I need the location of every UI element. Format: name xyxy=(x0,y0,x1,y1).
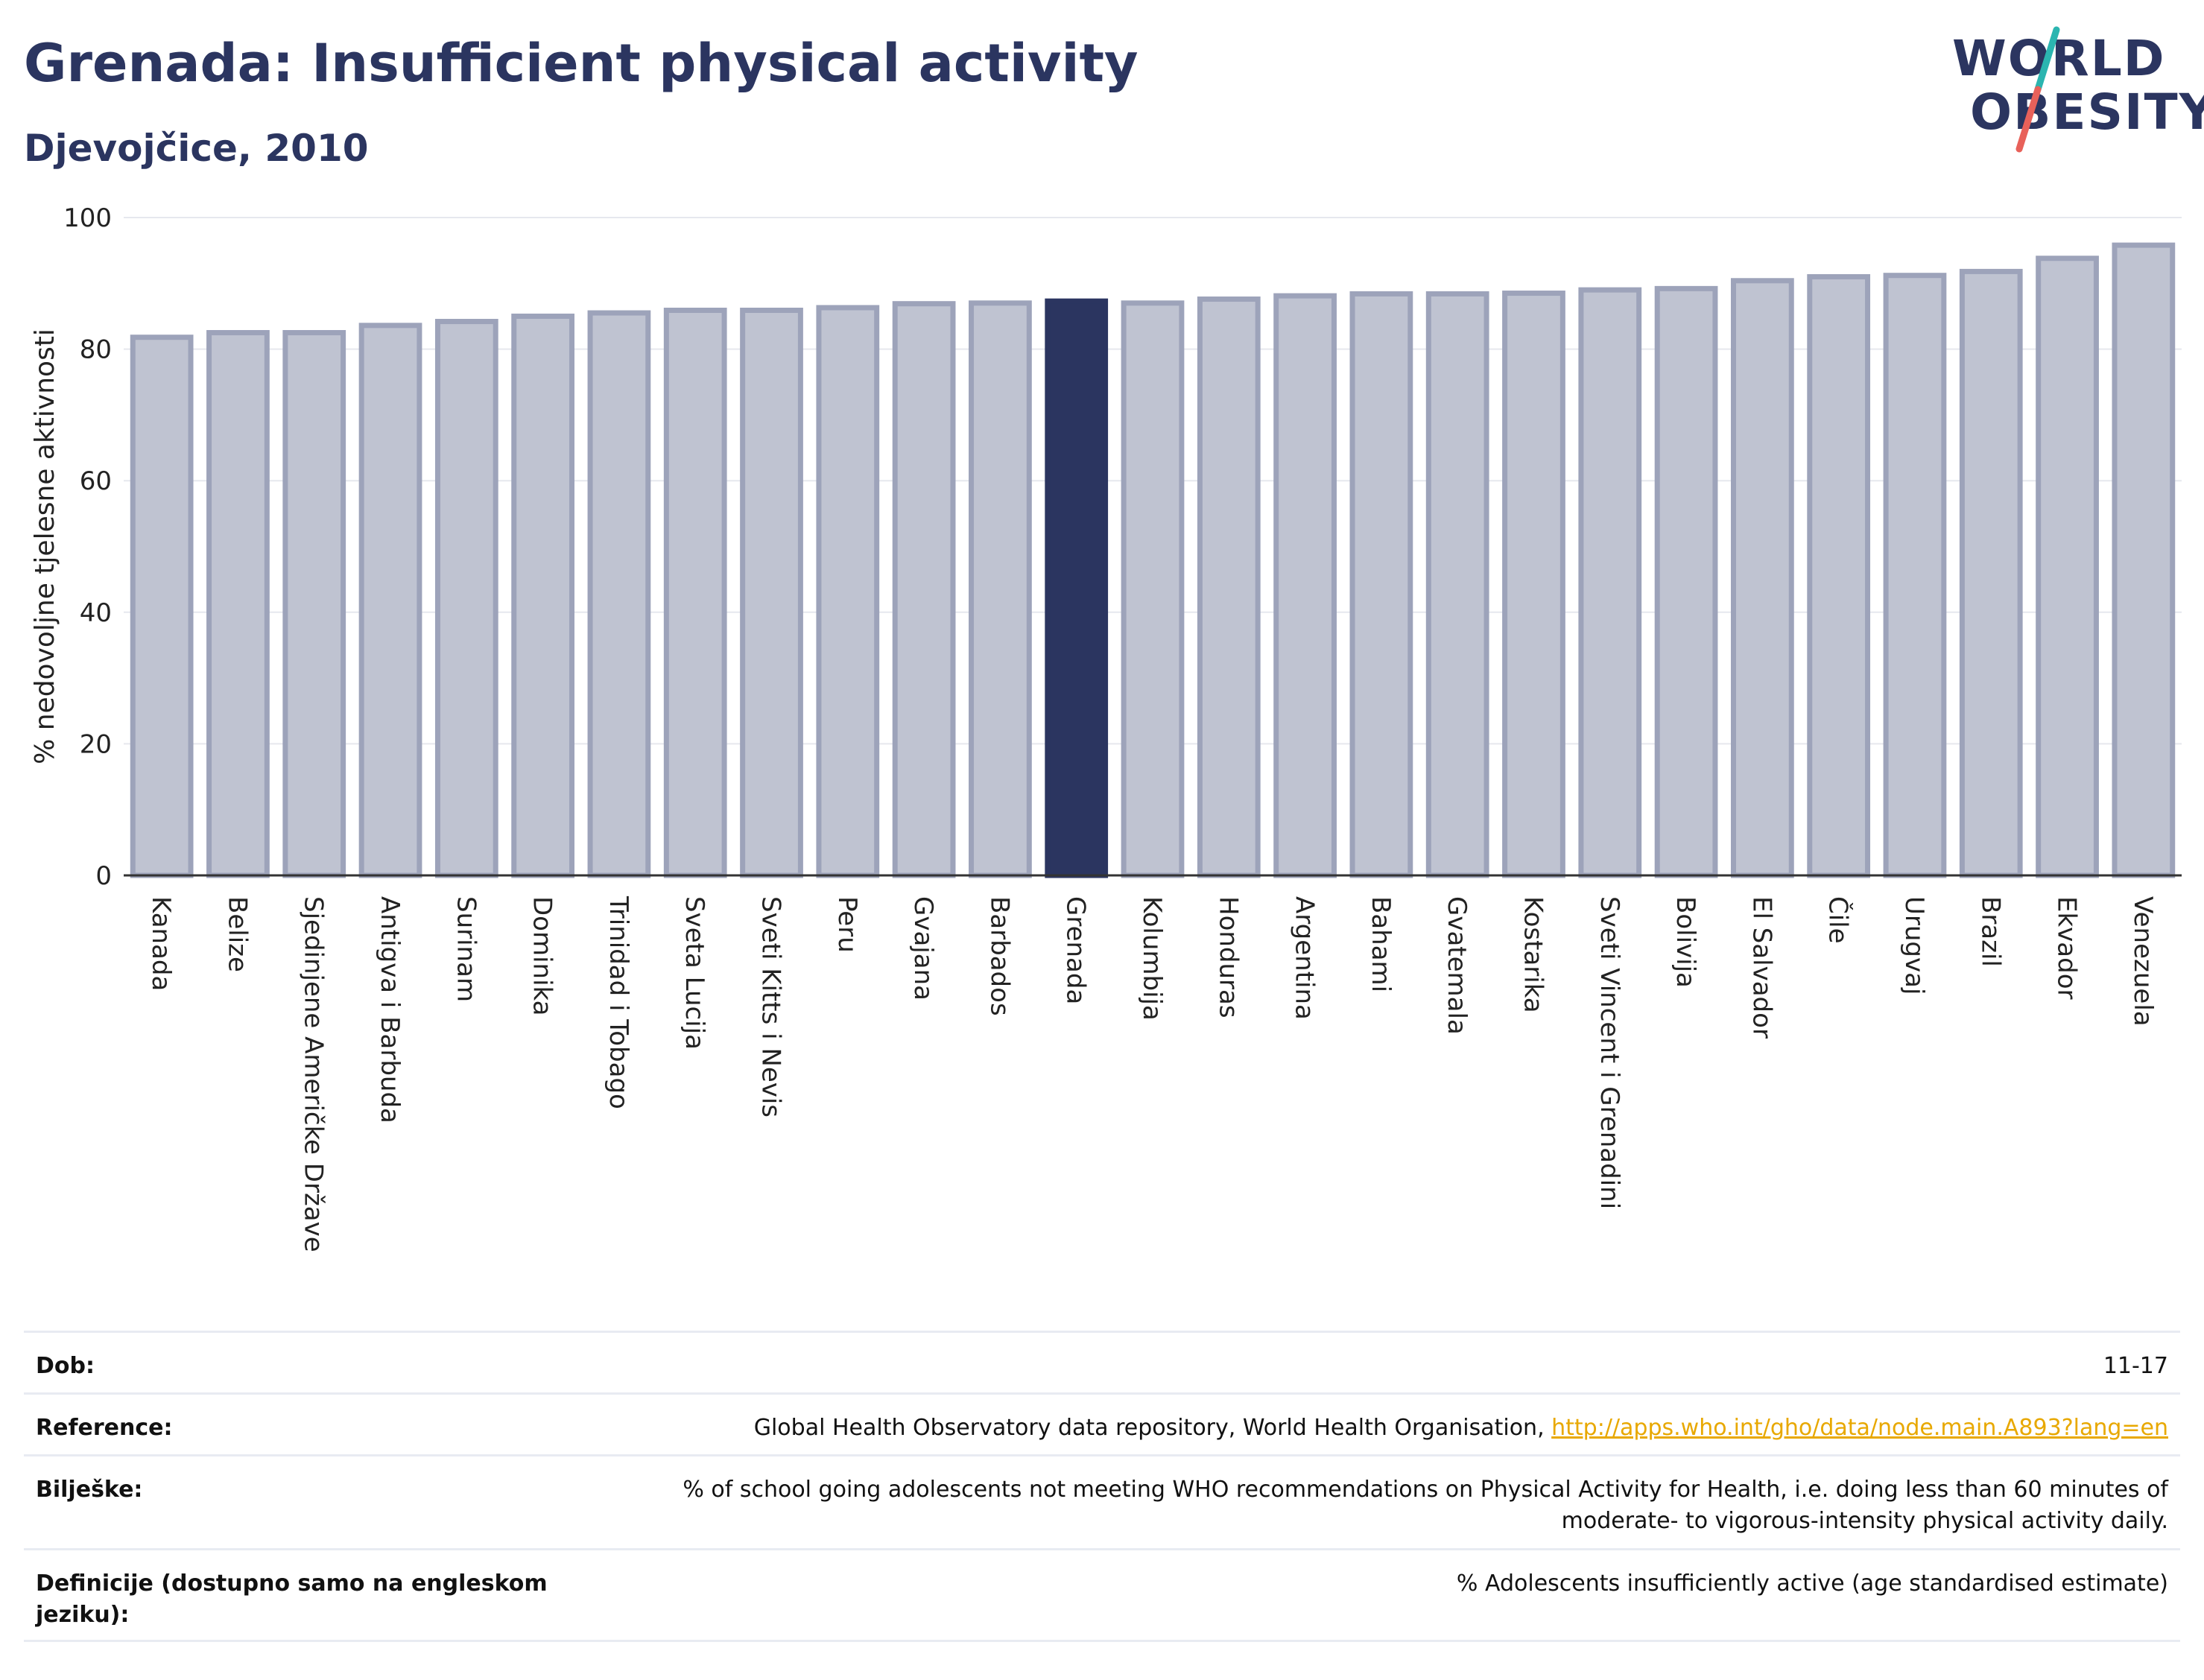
chart-subtitle: Djevojčice, 2010 xyxy=(24,127,369,170)
info-value-definitions: % Adolescents insufficiently active (age… xyxy=(1456,1570,2168,1597)
info-key-age: Dob: xyxy=(36,1353,95,1379)
bar xyxy=(2112,242,2176,878)
x-tick-label: Sveti Vincent i Grenadini xyxy=(1595,896,1624,1209)
y-tick-label: 0 xyxy=(95,861,112,891)
info-key-definitions: Definicije (dostupno samo na engleskom j… xyxy=(36,1570,548,1628)
bar xyxy=(2036,256,2099,878)
info-row-age: Dob: 11-17 xyxy=(24,1331,2180,1392)
bar xyxy=(1883,273,1947,878)
info-key-reference: Reference: xyxy=(36,1415,173,1441)
info-value-notes: % of school going adolescents not meetin… xyxy=(683,1477,2168,1534)
y-axis-label: % nedovoljne tjelesne aktivnosti xyxy=(30,329,60,764)
x-tick-label: Surinam xyxy=(451,896,481,1002)
x-tick-label: Trinidad i Tobago xyxy=(604,896,633,1109)
y-tick-label: 100 xyxy=(63,203,112,233)
x-tick-label: Sveta Lucija xyxy=(680,896,709,1050)
logo-word-world: WORLD xyxy=(1952,30,2166,87)
bar xyxy=(282,330,346,878)
info-value-reference: Global Health Observatory data repositor… xyxy=(572,1413,2168,1444)
chart-title: Grenada: Insufficient physical activity xyxy=(24,33,1139,94)
bar xyxy=(206,330,270,878)
y-tick-label: 60 xyxy=(80,466,112,496)
x-tick-label: Gvajana xyxy=(908,896,938,1001)
bar xyxy=(1654,285,1718,878)
x-tick-label: Bolivija xyxy=(1671,896,1700,988)
info-value-age: 11-17 xyxy=(2103,1353,2168,1379)
x-tick-label: Argentina xyxy=(1290,896,1320,1020)
x-tick-label: Bahami xyxy=(1366,896,1396,992)
bar xyxy=(434,319,498,878)
bar xyxy=(816,305,880,878)
bar xyxy=(1578,287,1642,878)
x-tick-label: Dominika xyxy=(528,896,557,1015)
bar xyxy=(1197,296,1261,878)
x-tick-label: Venezuela xyxy=(2128,896,2158,1027)
bar xyxy=(1959,268,2023,878)
logo-word-obesity: OBESITY xyxy=(1970,83,2204,141)
x-tick-label: Honduras xyxy=(1213,896,1243,1018)
x-tick-label: Barbados xyxy=(984,896,1014,1016)
bar xyxy=(358,323,422,878)
bar xyxy=(1502,291,1565,878)
x-tick-label: Kostarika xyxy=(1518,896,1548,1013)
x-tick-label: El Salvador xyxy=(1747,896,1776,1039)
bar xyxy=(1273,293,1337,878)
logo-slash-icon xyxy=(2015,26,2060,153)
info-row-reference: Reference: Global Health Observatory dat… xyxy=(24,1392,2180,1454)
world-obesity-logo: WORLD OBESITY xyxy=(1937,22,2204,156)
x-tick-label: Sveti Kitts i Nevis xyxy=(756,896,786,1118)
bar xyxy=(1349,291,1413,878)
x-tick-label: Kolumbija xyxy=(1137,896,1167,1021)
info-row-notes: Bilješke: % of school going adolescents … xyxy=(24,1454,2180,1548)
info-row-definitions: Definicije (dostupno samo na engleskom j… xyxy=(24,1548,2180,1642)
x-tick-label: Čile xyxy=(1823,896,1854,944)
bar xyxy=(511,313,575,878)
bar-chart: 0 20 40 60 80 100 % nedovoljne tjelesne aktivn… xyxy=(30,203,2182,1252)
info-table: Dob: 11-17 Reference: Global Health Obse… xyxy=(24,1331,2180,1642)
x-tick-label: Peru xyxy=(832,896,862,953)
bar xyxy=(130,335,194,878)
x-tick-label: Belize xyxy=(222,896,252,972)
bar xyxy=(1730,278,1794,878)
x-tick-label: Antigva i Barbuda xyxy=(375,896,405,1123)
y-tick-label: 40 xyxy=(80,598,112,628)
x-tick-label: Brazil xyxy=(1975,896,2005,967)
x-tick-label: Grenada xyxy=(1061,896,1091,1004)
y-tick-label: 20 xyxy=(80,729,112,759)
bar xyxy=(663,308,727,878)
y-tick-label: 80 xyxy=(80,335,112,365)
bar xyxy=(1121,300,1185,878)
x-tick-label: Kanada xyxy=(146,896,176,991)
x-tick-label: Urugvaj xyxy=(1899,896,1929,995)
bar xyxy=(969,300,1032,878)
x-tick-label: Sjedinjene Američke Države xyxy=(299,896,329,1252)
bar xyxy=(1045,298,1109,878)
info-key-notes: Bilješke: xyxy=(36,1477,143,1503)
bar xyxy=(587,310,651,878)
x-tick-label: Ekvador xyxy=(2052,896,2082,1000)
x-tick-label: Gvatemala xyxy=(1442,896,1472,1035)
reference-link[interactable]: http://apps.who.int/gho/data/node.main.A… xyxy=(1551,1415,2168,1441)
bar xyxy=(1807,273,1871,878)
bar xyxy=(740,308,803,878)
reference-text: Global Health Observatory data repositor… xyxy=(753,1415,1552,1441)
bar xyxy=(1425,291,1489,878)
bar xyxy=(892,301,956,878)
